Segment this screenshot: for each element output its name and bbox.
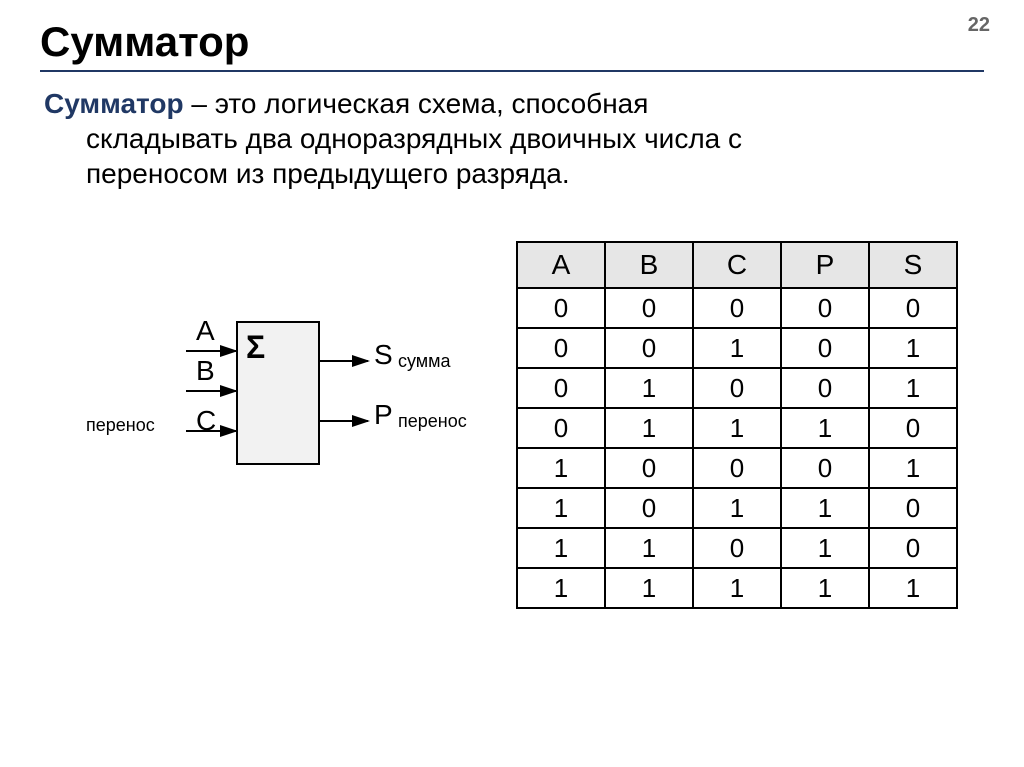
table-row: 00101 — [517, 328, 957, 368]
table-cell: 0 — [693, 368, 781, 408]
def-line3: переносом из предыдущего разряда. — [44, 156, 984, 191]
table-cell: 1 — [869, 448, 957, 488]
col-a: A — [517, 242, 605, 288]
table-cell: 0 — [869, 288, 957, 328]
col-s: S — [869, 242, 957, 288]
table-cell: 1 — [693, 488, 781, 528]
table-cell: 1 — [517, 568, 605, 608]
table-cell: 1 — [605, 368, 693, 408]
table-cell: 0 — [517, 288, 605, 328]
table-cell: 1 — [693, 408, 781, 448]
table-cell: 1 — [517, 528, 605, 568]
adder-diagram: Σ A B C перенос S сумма P перенос — [76, 301, 456, 521]
table-cell: 1 — [869, 368, 957, 408]
table-row: 01110 — [517, 408, 957, 448]
table-cell: 0 — [781, 288, 869, 328]
table-cell: 0 — [693, 528, 781, 568]
input-side-label: перенос — [86, 415, 155, 436]
output-sub-p: перенос — [398, 411, 467, 432]
table-cell: 0 — [869, 528, 957, 568]
table-cell: 1 — [781, 488, 869, 528]
title-rule — [40, 70, 984, 72]
output-label-p: P — [374, 399, 393, 431]
table-cell: 1 — [869, 328, 957, 368]
table-row: 11111 — [517, 568, 957, 608]
sigma-symbol: Σ — [246, 329, 265, 366]
table-row: 11010 — [517, 528, 957, 568]
table-cell: 0 — [605, 488, 693, 528]
output-sub-s: сумма — [398, 351, 451, 372]
table-cell: 1 — [781, 528, 869, 568]
input-label-b: B — [196, 355, 215, 387]
table-cell: 0 — [605, 448, 693, 488]
table-cell: 0 — [517, 328, 605, 368]
col-p: P — [781, 242, 869, 288]
definition-text: Сумматор – это логическая схема, способн… — [40, 86, 984, 191]
table-header-row: A B C P S — [517, 242, 957, 288]
table-cell: 1 — [517, 488, 605, 528]
table-cell: 1 — [781, 408, 869, 448]
output-label-s: S — [374, 339, 393, 371]
input-label-a: A — [196, 315, 215, 347]
table-cell: 1 — [517, 448, 605, 488]
slide-title: Сумматор — [40, 18, 984, 66]
col-c: C — [693, 242, 781, 288]
table-cell: 1 — [693, 568, 781, 608]
table-row: 00000 — [517, 288, 957, 328]
table-cell: 0 — [781, 328, 869, 368]
table-row: 10110 — [517, 488, 957, 528]
page-number: 22 — [968, 14, 990, 37]
table-cell: 0 — [869, 488, 957, 528]
input-label-c: C — [196, 405, 216, 437]
def-line2: складывать два одноразрядных двоичных чи… — [44, 121, 984, 156]
def-rest1: – это логическая схема, способная — [184, 88, 649, 119]
table-cell: 0 — [693, 288, 781, 328]
table-cell: 1 — [781, 568, 869, 608]
table-cell: 1 — [693, 328, 781, 368]
table-cell: 0 — [869, 408, 957, 448]
table-cell: 0 — [517, 368, 605, 408]
table-cell: 0 — [605, 328, 693, 368]
table-cell: 0 — [693, 448, 781, 488]
col-b: B — [605, 242, 693, 288]
table-cell: 0 — [605, 288, 693, 328]
table-cell: 0 — [781, 368, 869, 408]
table-cell: 1 — [869, 568, 957, 608]
table-cell: 1 — [605, 528, 693, 568]
table-cell: 1 — [605, 408, 693, 448]
table-cell: 1 — [605, 568, 693, 608]
table-row: 01001 — [517, 368, 957, 408]
table-cell: 0 — [781, 448, 869, 488]
table-cell: 0 — [517, 408, 605, 448]
term: Сумматор — [44, 88, 184, 119]
truth-table: A B C P S 000000010101001011101000110110… — [516, 241, 958, 609]
table-row: 10001 — [517, 448, 957, 488]
